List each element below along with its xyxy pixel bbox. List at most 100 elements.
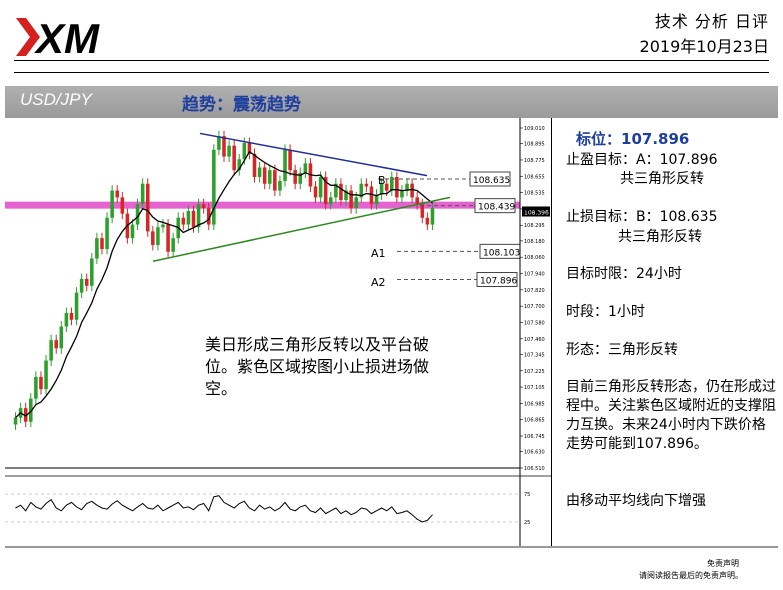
- candle-body: [405, 183, 409, 191]
- candle-body: [328, 197, 333, 205]
- candle-body: [232, 145, 236, 171]
- candle-body: [54, 340, 58, 349]
- candle-body: [344, 190, 348, 201]
- candle-body: [64, 312, 69, 327]
- y-tick-label: 107.820: [524, 288, 545, 294]
- level-zone-box: [474, 198, 516, 214]
- candle-body: [186, 210, 191, 225]
- y-tick-label: 107.225: [524, 369, 545, 375]
- candle-body: [135, 204, 140, 225]
- header-divider: [14, 60, 769, 61]
- candle-body: [349, 190, 353, 209]
- purple-zone: [5, 201, 520, 209]
- level-A2-box: [476, 272, 518, 288]
- label-b: B: [378, 174, 386, 187]
- y-tick-label: 106.510: [524, 466, 545, 472]
- y-tick-label: 107.105: [524, 385, 545, 391]
- y-tick-label: 108.775: [524, 158, 545, 164]
- candle-body: [247, 142, 252, 154]
- header-divider-2: [14, 72, 769, 73]
- y-tick-label: 108.295: [524, 223, 545, 229]
- candle-body: [364, 183, 369, 187]
- candle-body: [278, 181, 282, 191]
- candle-body: [359, 183, 364, 198]
- candle-body: [59, 326, 64, 349]
- y-tick-label: 108.415: [524, 207, 545, 213]
- candle-body: [90, 258, 94, 286]
- target-value: 107.896: [621, 130, 690, 148]
- candle-body: [369, 186, 374, 205]
- current-price-label: 108.396: [524, 210, 549, 217]
- candle-body: [105, 217, 109, 250]
- y-tick-label: 108.895: [524, 142, 545, 148]
- candle-body: [273, 170, 277, 191]
- y-tick-label: 106.745: [524, 434, 545, 440]
- candle-body: [379, 183, 384, 195]
- candle-body: [395, 176, 399, 198]
- candle-body: [390, 176, 394, 191]
- candle-body: [252, 153, 257, 177]
- candle-body: [313, 186, 318, 198]
- level-A1-label: 108.103: [483, 248, 520, 258]
- candle-body: [293, 170, 297, 184]
- candle-body: [242, 142, 247, 160]
- level-B-box: [469, 171, 511, 187]
- candle-body: [201, 204, 206, 209]
- disclaimer-text: 请阅读报告最后的免责声明。: [639, 571, 743, 580]
- candle-body: [29, 398, 33, 422]
- take-profit-line2: 共三角形反转: [620, 171, 704, 187]
- y-tick-label: 108.655: [524, 174, 545, 180]
- candle-body: [400, 190, 404, 198]
- y-tick-label: 108.180: [524, 239, 545, 245]
- candle-body: [23, 408, 28, 422]
- analysis-text: 目前三角形反转形态，仍在形成过程中。关注紫色区域附近的支撑阻力互换。未来24小时…: [566, 379, 776, 452]
- candle-body: [430, 208, 435, 225]
- y-tick-label: 106.630: [524, 450, 545, 456]
- candle-body: [257, 167, 262, 177]
- y-tick-label: 107.940: [524, 272, 545, 278]
- candle-body: [339, 183, 343, 201]
- target-label: 标位：: [576, 130, 622, 148]
- chart-svg: 108.635 108.439 108.396 108.103 107.896 109.…: [5, 118, 551, 546]
- y-tick-label: 107.460: [524, 337, 545, 343]
- candle-body: [227, 145, 231, 157]
- panel-divider: [551, 118, 552, 546]
- candle-body: [115, 190, 120, 198]
- candle-body: [156, 227, 160, 245]
- candle-body: [318, 176, 323, 198]
- label-a2: A2: [371, 276, 386, 289]
- moving-average-line: [15, 150, 433, 419]
- candle-body: [354, 197, 358, 209]
- candle-body: [298, 172, 303, 184]
- target-line: 标位：107.896: [576, 130, 689, 149]
- candle-body: [222, 136, 226, 157]
- candle-body: [34, 376, 38, 399]
- bottom-divider: [5, 546, 778, 548]
- candle-body: [262, 167, 267, 184]
- stop-loss-line2: 共三角形反转: [618, 229, 702, 245]
- y-tick-label: 106.985: [524, 401, 545, 407]
- pattern: 形态：三角形反转: [566, 342, 678, 358]
- candle-body: [49, 340, 53, 361]
- candle-body: [206, 208, 211, 225]
- resistance-trendline: [199, 132, 428, 177]
- candle-body: [44, 360, 48, 390]
- ma-note: 由移动平均线向下增强: [566, 493, 706, 509]
- xm-logo: XM: [14, 12, 124, 62]
- candle-body: [283, 149, 287, 182]
- symbol-label: USD/JPY: [20, 90, 92, 109]
- candle-body: [237, 159, 242, 171]
- support-trendline: [152, 196, 451, 263]
- candle-body: [217, 136, 221, 150]
- level-zone-label: 108.439: [478, 203, 515, 213]
- y-tick-label: 107.345: [524, 352, 545, 358]
- candle-body: [79, 278, 84, 293]
- candle-body: [191, 210, 196, 228]
- candle-body: [267, 170, 272, 184]
- y-tick-label: 109.010: [524, 126, 545, 132]
- timeframe: 时段：1小时: [566, 304, 645, 320]
- candle-body: [161, 224, 165, 228]
- y-tick-label: 106.865: [524, 418, 545, 424]
- candle-body: [384, 183, 389, 191]
- report-title: 技术 分析 日评: [654, 12, 769, 31]
